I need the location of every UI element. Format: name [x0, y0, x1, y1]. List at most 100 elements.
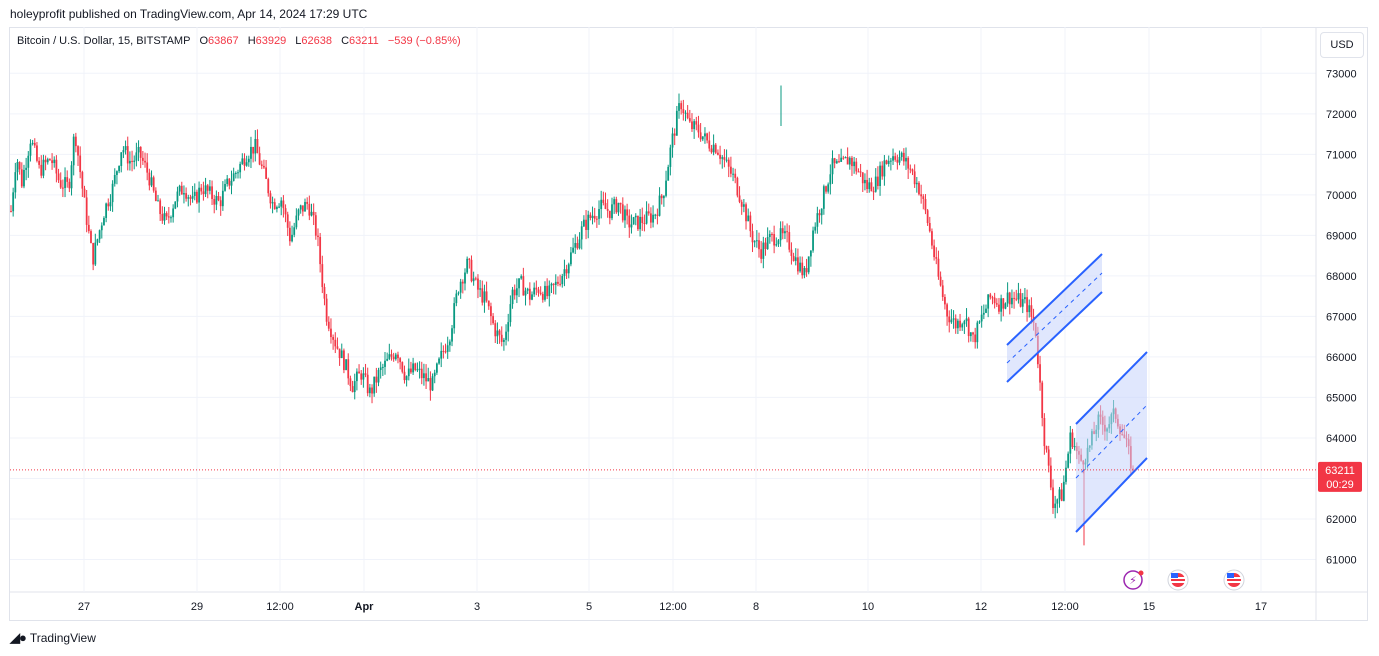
candle-body: [701, 136, 704, 140]
candle-body: [288, 227, 291, 242]
candle-body: [451, 328, 453, 342]
candle-body: [1062, 481, 1065, 501]
upper-channel-lower[interactable]: [1006, 291, 1103, 383]
candle-body: [1008, 292, 1011, 305]
candle-body: [1047, 449, 1050, 466]
candle-body: [885, 160, 888, 164]
candle-body: [641, 216, 644, 224]
candle-body: [351, 386, 354, 393]
candle-body: [77, 146, 79, 156]
candle-body: [403, 371, 406, 381]
candle-body: [667, 166, 670, 181]
candle-body: [433, 372, 436, 377]
candle-body: [64, 177, 66, 189]
candle-body: [116, 171, 118, 175]
candle-body: [505, 331, 507, 340]
candle-body: [654, 214, 657, 216]
candle-body: [645, 211, 648, 224]
x-tick-label: 8: [753, 601, 759, 613]
candle-body: [180, 185, 183, 195]
lower-channel-upper[interactable]: [1075, 351, 1148, 425]
candle-body: [364, 373, 367, 375]
candle-body: [574, 242, 577, 248]
candle-body: [477, 278, 479, 290]
y-tick-label: 68000: [1326, 271, 1357, 283]
candle-body: [1026, 297, 1028, 313]
bar-countdown: 00:29: [1326, 479, 1354, 491]
candle-body: [295, 215, 298, 228]
last-price-value: 63211: [1325, 465, 1355, 477]
candle-body: [952, 318, 955, 320]
candle-body: [697, 124, 700, 133]
candle-body: [49, 159, 51, 161]
footer-brand[interactable]: ◢● TradingView: [10, 630, 96, 646]
candle-body: [36, 145, 38, 161]
candle-body: [263, 165, 265, 168]
candle-body: [613, 199, 616, 205]
candle-body: [46, 159, 49, 163]
candle-body: [807, 256, 810, 273]
y-tick-label: 71000: [1326, 149, 1357, 161]
currency-button[interactable]: USD: [1320, 32, 1364, 58]
candle-body: [126, 146, 129, 164]
symbol-title[interactable]: Bitcoin / U.S. Dollar, 15, BITSTAMP: [17, 35, 191, 47]
candle-body: [766, 237, 769, 250]
candle-body: [59, 180, 62, 188]
candle-body: [1017, 293, 1020, 300]
chart-frame: [9, 27, 1368, 621]
candle-body: [972, 332, 974, 335]
y-tick-label: 69000: [1326, 230, 1357, 242]
candle-body: [838, 161, 840, 163]
candle-body: [792, 255, 795, 261]
candle-body: [980, 314, 983, 322]
candle-body: [1049, 465, 1052, 488]
candle-body: [1043, 418, 1046, 447]
y-tick-label: 67000: [1326, 311, 1357, 323]
candle-body: [985, 308, 987, 313]
candle-body: [704, 133, 706, 137]
candle-body: [550, 283, 553, 286]
candle-body: [1021, 299, 1024, 307]
candle-body: [781, 228, 784, 234]
candle-body: [122, 150, 125, 153]
candle-body: [734, 173, 737, 178]
y-tick-label: 66000: [1326, 352, 1357, 364]
candle-body: [394, 354, 397, 360]
candle-body: [889, 160, 892, 162]
candle-body: [256, 139, 259, 154]
candle-body: [775, 244, 778, 246]
candle-body: [174, 201, 177, 209]
candle-body: [595, 218, 598, 220]
candle-body: [178, 185, 181, 192]
candle-body: [736, 177, 739, 196]
candle-body: [139, 146, 142, 158]
candle-body: [729, 166, 732, 174]
y-tick-label: 61000: [1326, 555, 1357, 567]
x-tick-label: 3: [474, 601, 480, 613]
y-tick-label: 72000: [1326, 109, 1357, 121]
candle-body: [258, 153, 261, 165]
candle-body: [989, 294, 992, 298]
candle-body: [250, 146, 252, 159]
candle-body: [446, 345, 449, 352]
upper-channel-upper[interactable]: [1006, 253, 1103, 346]
candle-body: [172, 208, 175, 218]
candle-body: [191, 195, 194, 199]
candle-body: [1071, 432, 1074, 447]
dividends-flash-icon[interactable]: [1123, 570, 1143, 590]
candle-body: [330, 328, 332, 338]
candle-body: [829, 174, 832, 185]
candle-body: [779, 228, 782, 241]
candle-body: [570, 252, 572, 265]
publish-info: holeyprofit published on TradingView.com…: [10, 7, 368, 21]
candle-body: [193, 191, 196, 196]
candle-body: [520, 276, 523, 279]
candle-body: [559, 283, 562, 285]
candle-body: [51, 160, 53, 164]
candle-body: [753, 241, 756, 243]
candle-body: [1054, 503, 1057, 509]
candle-body: [213, 199, 216, 205]
candle-body: [161, 214, 164, 221]
candle-body: [883, 160, 886, 177]
